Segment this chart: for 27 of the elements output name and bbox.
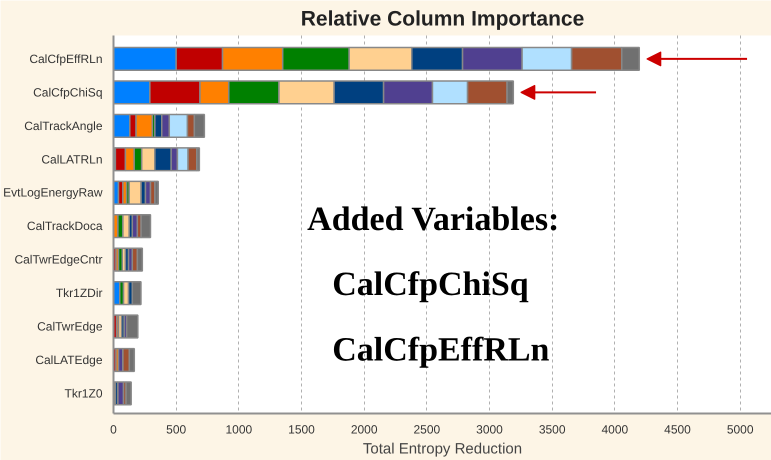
chart-title: Relative Column Importance <box>300 8 584 30</box>
x-tick-label: 4000 <box>601 422 629 436</box>
y-tick-label: CalTwrEdgeCntr <box>14 252 103 267</box>
y-tick-label: Tkr1Z0 <box>64 386 103 400</box>
x-tick-label: 5000 <box>726 422 754 436</box>
annotation: CalCfpChiSq <box>332 266 529 304</box>
y-tick-label: CalCfpChiSq <box>33 85 103 100</box>
y-tick-label: CalLATRLn <box>41 152 103 166</box>
y-tick-label: CalTrackDoca <box>26 219 103 234</box>
x-axis-title: Total Entropy Reduction <box>362 440 522 458</box>
y-tick-label: CalLATEdge <box>35 352 103 367</box>
x-tick-label: 1500 <box>288 422 316 436</box>
y-tick-label: CalTwrEdge <box>37 320 103 334</box>
y-tick-label: CalTrackAngle <box>24 118 103 133</box>
y-tick-label: Tkr1ZDir <box>56 286 103 300</box>
annotation: CalCfpEffRLn <box>332 331 550 368</box>
x-tick-label: 1000 <box>225 422 253 436</box>
x-tick-label: 0 <box>110 422 118 436</box>
y-tick-label: CalCfpEffRLn <box>29 52 103 66</box>
x-tick-label: 500 <box>166 422 187 436</box>
x-tick-label: 3000 <box>476 422 504 436</box>
x-tick-label: 2500 <box>413 422 441 436</box>
x-tick-label: 4500 <box>664 422 692 436</box>
x-tick-label: 3500 <box>538 422 566 436</box>
annotation: Added Variables: <box>307 200 560 238</box>
x-tick-label: 2000 <box>350 422 378 436</box>
y-tick-label: EvtLogEnergyRaw <box>3 186 103 200</box>
